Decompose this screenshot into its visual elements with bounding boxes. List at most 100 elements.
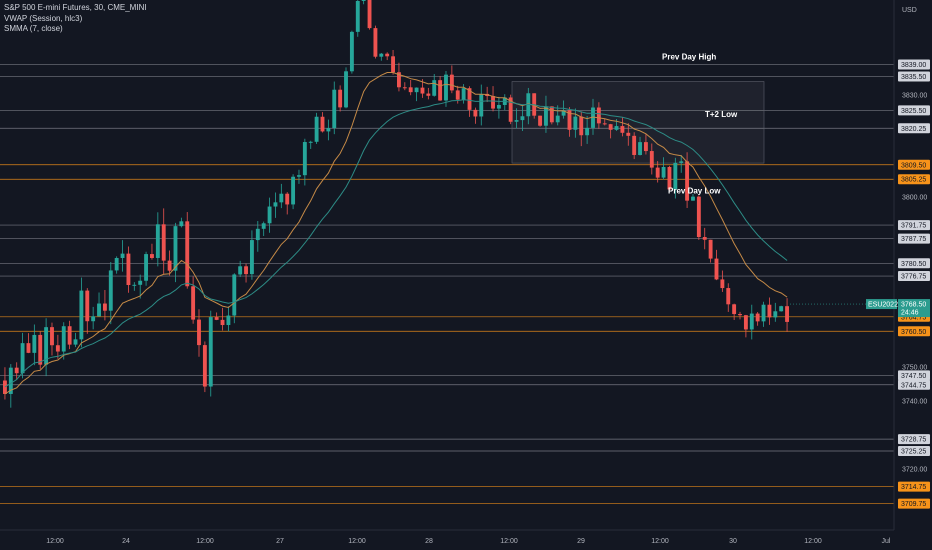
candle-body xyxy=(432,80,437,96)
price-level-tag xyxy=(898,71,930,82)
price-level-tag-label: 3709.75 xyxy=(901,501,926,508)
candle-body xyxy=(349,31,354,72)
candle-body xyxy=(26,343,31,353)
candle-body xyxy=(561,110,566,116)
candle-body xyxy=(320,116,325,132)
price-level-tag-label: 3744.75 xyxy=(901,382,926,389)
legend: S&P 500 E-mini Futures, 30, CME_MINI VWA… xyxy=(4,3,147,35)
candle-body xyxy=(126,253,131,286)
candle-body xyxy=(585,127,590,136)
horizontal-levels-layer xyxy=(0,64,894,505)
candle-body xyxy=(373,28,378,57)
price-level-tag-label: 3760.50 xyxy=(901,329,926,336)
price-level-tag xyxy=(898,59,930,70)
candle-body xyxy=(385,53,390,57)
price-axis[interactable]: USD 3830.00 3800.00 3750.00 3740.00 3720.00 38… xyxy=(790,0,932,550)
currency-label: USD xyxy=(902,7,917,14)
candle-body xyxy=(150,254,154,258)
candle-body xyxy=(402,87,407,89)
price-level-tag-label: 3725.25 xyxy=(901,449,926,456)
candle-body xyxy=(396,72,401,88)
candle-body xyxy=(755,313,760,322)
candle-body xyxy=(626,132,631,136)
candle-body xyxy=(220,319,225,326)
price-level-tag xyxy=(898,220,930,231)
legend-vwap[interactable]: VWAP (Session, hlc3) xyxy=(4,13,83,23)
candle-body xyxy=(55,345,60,352)
candle-body xyxy=(420,87,425,94)
candle-body xyxy=(308,141,313,143)
candle-body xyxy=(391,56,396,73)
price-level-tag-label: 3820.25 xyxy=(901,126,926,133)
candle-body xyxy=(67,326,72,345)
candle-body xyxy=(208,317,213,387)
smma-line xyxy=(4,72,788,395)
annotation-label: T+2 Low xyxy=(705,110,738,119)
candle-body xyxy=(97,303,101,317)
time-tick-label: 24 xyxy=(122,538,130,545)
candle-body xyxy=(332,89,337,129)
candle-body xyxy=(591,107,595,128)
time-axis-bg xyxy=(0,530,932,550)
price-level-tag-label: 3825.50 xyxy=(901,108,926,115)
time-tick-label: 12:00 xyxy=(500,538,518,545)
time-tick-label: 12:00 xyxy=(46,538,64,545)
candle-body xyxy=(8,367,13,394)
candle-body xyxy=(249,240,254,275)
candle-body xyxy=(197,319,201,346)
candle-body xyxy=(649,151,654,168)
candle-body xyxy=(767,304,772,318)
candle-body xyxy=(226,315,231,326)
price-level-tag xyxy=(898,233,930,244)
price-level-tag xyxy=(898,434,930,445)
candle-body xyxy=(785,306,790,322)
candle-body xyxy=(426,93,431,96)
candle-body xyxy=(114,258,119,271)
candle-body xyxy=(255,228,260,241)
price-tick-label: 3830.00 xyxy=(902,93,927,100)
candle-body xyxy=(608,124,613,130)
legend-symbol[interactable]: S&P 500 E-mini Futures, 30, CME_MINI xyxy=(4,3,147,12)
candle-body xyxy=(573,116,578,130)
price-level-tag-label: 3747.50 xyxy=(901,373,926,380)
candle-body xyxy=(444,74,448,101)
price-level-tag xyxy=(898,258,930,269)
vwap-line xyxy=(4,99,788,388)
candle-body xyxy=(602,123,607,125)
price-tick-label: 3720.00 xyxy=(902,466,927,473)
price-level-tag-label: 3714.75 xyxy=(901,484,926,491)
candle-body xyxy=(508,97,513,122)
legend-smma[interactable]: SMMA (7, close) xyxy=(4,24,63,33)
candle-body xyxy=(238,266,243,275)
candle-body xyxy=(338,89,343,108)
candle-body xyxy=(655,167,660,178)
candle-body xyxy=(2,380,7,394)
price-level-tag-label: 3780.50 xyxy=(901,261,926,268)
price-tick-label: 3800.00 xyxy=(902,195,927,202)
candle-body xyxy=(38,334,43,365)
candle-body xyxy=(520,116,525,121)
time-tick-label: 12:00 xyxy=(196,538,214,545)
price-level-tag xyxy=(898,105,930,116)
candle-body xyxy=(344,71,348,108)
candle-body xyxy=(297,175,301,177)
time-tick-label: 28 xyxy=(425,538,433,545)
candle-body xyxy=(32,334,37,353)
price-level-tag xyxy=(898,159,930,170)
candle-body xyxy=(61,326,66,352)
candle-body xyxy=(473,109,478,117)
candle-body xyxy=(555,115,560,123)
annotations-layer: Prev Day High T+2 Low Prev Day Low xyxy=(662,52,738,195)
candle-body xyxy=(326,128,331,132)
time-axis[interactable]: 12:00 24 12:00 27 12:00 28 12:00 29 12:00 30 12:00… xyxy=(0,529,932,550)
candle-body xyxy=(361,0,366,1)
candle-body xyxy=(120,253,125,259)
candle-body xyxy=(614,126,619,130)
candle-body xyxy=(685,161,690,201)
price-level-tag xyxy=(898,370,930,381)
candle-body xyxy=(202,345,207,387)
candle-body xyxy=(91,316,96,322)
candle-body xyxy=(167,260,172,271)
candle-body xyxy=(179,221,184,227)
